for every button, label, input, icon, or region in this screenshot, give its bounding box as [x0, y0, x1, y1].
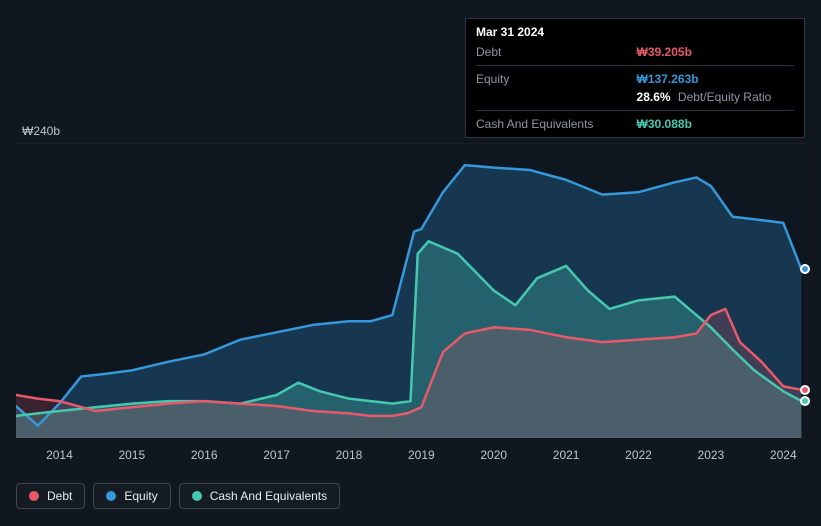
legend-swatch: [192, 491, 202, 501]
series-marker: [800, 396, 810, 406]
x-tick-label: 2015: [118, 448, 145, 462]
legend-label: Equity: [124, 489, 157, 503]
tooltip-equity-label: Equity: [476, 70, 637, 88]
x-axis: 2014 2015 2016 2017 2018 2019 2020 2021 2022 2023…: [16, 448, 805, 468]
x-tick-label: 2018: [336, 448, 363, 462]
legend-swatch: [29, 491, 39, 501]
x-tick-label: 2022: [625, 448, 652, 462]
tooltip-debt-label: Debt: [476, 43, 637, 61]
x-tick-label: 2023: [698, 448, 725, 462]
tooltip-equity-value: ₩137.263b: [637, 70, 794, 88]
x-tick-label: 2021: [553, 448, 580, 462]
legend-label: Debt: [47, 489, 72, 503]
series-marker: [800, 385, 810, 395]
x-tick-label: 2017: [263, 448, 290, 462]
tooltip-panel: Mar 31 2024 Debt ₩39.205b Equity ₩137.26…: [465, 18, 805, 138]
tooltip-ratio-label: Debt/Equity Ratio: [678, 90, 771, 104]
tooltip-ratio-value: 28.6%: [637, 90, 671, 104]
series-marker: [800, 264, 810, 274]
legend-item-debt[interactable]: Debt: [16, 483, 85, 509]
x-tick-label: 2019: [408, 448, 435, 462]
tooltip-cash-value: ₩30.088b: [637, 115, 794, 133]
x-tick-label: 2024: [770, 448, 797, 462]
y-axis-label: ₩240b: [22, 124, 60, 138]
x-tick-label: 2016: [191, 448, 218, 462]
tooltip-cash-label: Cash And Equivalents: [476, 115, 637, 133]
tooltip-date: Mar 31 2024: [476, 25, 794, 39]
tooltip-debt-value: ₩39.205b: [637, 43, 794, 61]
legend: Debt Equity Cash And Equivalents: [16, 483, 340, 509]
legend-item-equity[interactable]: Equity: [93, 483, 170, 509]
legend-swatch: [106, 491, 116, 501]
x-tick-label: 2014: [46, 448, 73, 462]
chart-plot[interactable]: [16, 143, 805, 438]
legend-label: Cash And Equivalents: [210, 489, 327, 503]
x-tick-label: 2020: [480, 448, 507, 462]
legend-item-cash-and-equivalents[interactable]: Cash And Equivalents: [179, 483, 340, 509]
tooltip-table: Debt ₩39.205b Equity ₩137.263b 28.6% Deb…: [476, 43, 794, 133]
